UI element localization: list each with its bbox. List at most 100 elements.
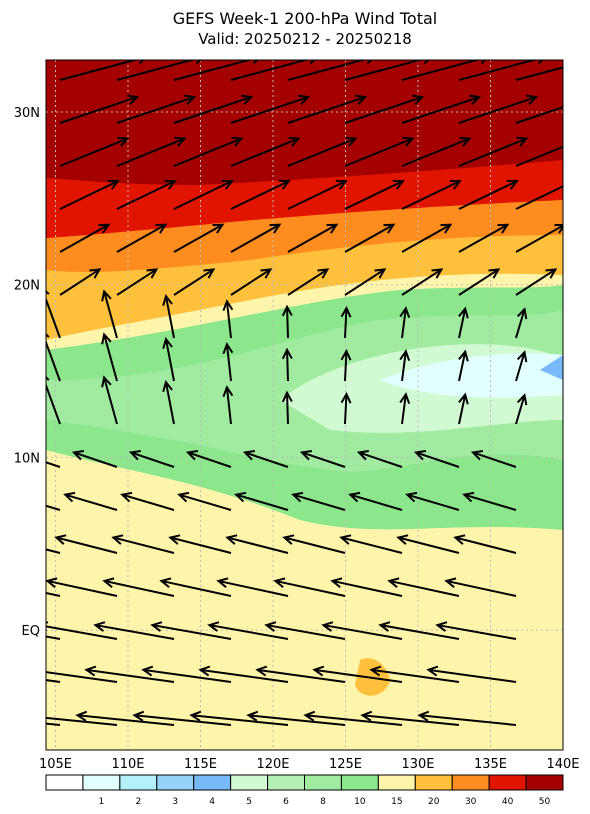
wind-arrow xyxy=(321,621,403,640)
wind-arrow xyxy=(515,393,528,425)
wind-arrow xyxy=(132,710,232,726)
wind-arrow xyxy=(435,621,517,640)
wind-arrow xyxy=(470,450,517,468)
wind-arrow xyxy=(344,223,396,253)
lon-label: 115E xyxy=(184,757,217,772)
wind-arrow xyxy=(405,491,460,511)
wind-arrow xyxy=(150,621,232,640)
colorbar-label: 50 xyxy=(539,797,551,807)
wind-arrow xyxy=(71,450,118,468)
wind-arrow xyxy=(46,591,61,597)
wind-arrow xyxy=(101,375,118,425)
colorbar-box xyxy=(340,774,379,791)
wind-arrow xyxy=(63,491,118,511)
wind-arrow xyxy=(291,491,346,511)
wind-arrow xyxy=(198,665,289,683)
lon-label: 130E xyxy=(401,757,434,772)
wind-arrow xyxy=(458,223,510,253)
wind-arrow xyxy=(216,577,289,597)
wind-arrow xyxy=(369,665,460,683)
lon-label: 120E xyxy=(256,757,289,772)
colorbar-label: 30 xyxy=(465,797,477,807)
colorbar-box xyxy=(267,774,306,791)
wind-arrow xyxy=(46,635,61,640)
wind-arrow xyxy=(360,710,460,726)
wind-arrow xyxy=(162,294,175,339)
wind-arrow xyxy=(344,268,387,296)
wind-arrow xyxy=(458,392,469,425)
wind-arrow xyxy=(401,223,453,253)
wind-arrow xyxy=(344,136,415,167)
lon-label: 140E xyxy=(546,757,579,772)
wind-arrow xyxy=(230,223,282,253)
wind-arrow xyxy=(255,665,346,683)
wind-arrow xyxy=(168,534,232,554)
wind-arrow xyxy=(59,94,140,124)
lat-label: 20N xyxy=(14,279,40,294)
wind-arrow xyxy=(162,337,175,382)
wind-arrow xyxy=(173,268,216,296)
wind-arrow xyxy=(281,347,293,382)
map xyxy=(46,60,563,750)
wind-arrow xyxy=(344,94,425,124)
wind-arrow xyxy=(462,491,517,511)
wind-arrow xyxy=(287,94,368,124)
title: GEFS Week-1 200-hPa Wind Total xyxy=(173,9,437,28)
wind-arrow xyxy=(177,491,232,511)
wind-arrow xyxy=(344,60,430,81)
colorbar-label: 20 xyxy=(428,797,440,807)
wind-arrow xyxy=(458,179,519,210)
colorbar-label: 3 xyxy=(172,797,178,807)
wind-arrow xyxy=(101,289,118,339)
colorbar-label: 40 xyxy=(502,797,514,807)
lat-label: 10N xyxy=(14,451,40,466)
wind-arrow xyxy=(396,534,460,554)
wind-arrow xyxy=(264,621,346,640)
wind-arrow xyxy=(225,534,289,554)
wind-arrow xyxy=(515,106,563,124)
wind-arrow xyxy=(59,223,111,253)
wind-arrow xyxy=(46,716,118,726)
wind-arrow xyxy=(93,621,175,640)
wind-arrow xyxy=(458,136,529,167)
wind-arrow xyxy=(46,621,118,640)
band xyxy=(380,353,563,398)
wind-arrow xyxy=(116,179,177,210)
wind-arrow xyxy=(444,577,517,597)
wind-arrow xyxy=(46,671,118,683)
colorbar-box xyxy=(304,774,342,791)
wind-arrow xyxy=(303,710,403,726)
wind-arrow xyxy=(344,179,405,210)
colorbar: 1 2 3 4 5 6 8 10 15 20 30 40 50 xyxy=(45,774,564,807)
wind-arrow xyxy=(230,60,316,81)
wind-arrow xyxy=(287,223,339,253)
wind-arrow xyxy=(399,306,411,339)
wind-arrow xyxy=(515,145,563,167)
wind-arrow xyxy=(246,710,346,726)
wind-arrow xyxy=(46,577,118,597)
lon-label: 135E xyxy=(474,757,507,772)
wind-arrow xyxy=(141,665,232,683)
wind-arrow xyxy=(59,136,130,167)
wind-arrow xyxy=(173,179,234,210)
wind-arrow xyxy=(356,450,403,468)
wind-arrow xyxy=(116,136,187,167)
wind-arrow xyxy=(84,665,175,683)
wind-arrow xyxy=(173,136,244,167)
colorbar-box xyxy=(156,774,195,791)
wind-arrow xyxy=(128,450,175,468)
colorbar-label: 6 xyxy=(283,797,289,807)
wind-arrow xyxy=(281,390,293,425)
wind-arrow xyxy=(230,136,301,167)
wind-arrow xyxy=(458,60,544,81)
wind-arrow xyxy=(189,710,289,726)
wind-arrow xyxy=(399,392,411,425)
colorbar-label: 5 xyxy=(246,797,252,807)
wind-arrow xyxy=(116,223,168,253)
colorbar-box xyxy=(414,774,453,791)
wind-arrow xyxy=(59,60,145,81)
colorbar-box xyxy=(193,774,232,791)
wind-arrow xyxy=(242,450,289,468)
